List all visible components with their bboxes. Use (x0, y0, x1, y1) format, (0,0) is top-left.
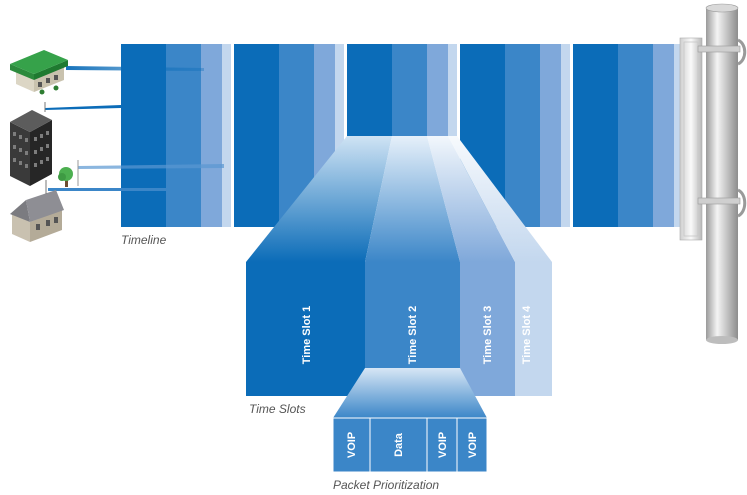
tree-icon (58, 160, 79, 187)
packet-label: VOIP (437, 432, 449, 458)
packet-label: VOIP (467, 432, 479, 458)
timeline-caption: Timeline (121, 233, 167, 247)
packet-label: VOIP (346, 432, 358, 458)
office-building-icon (10, 102, 52, 186)
time-slot-2 (365, 262, 460, 368)
house-icon (10, 180, 64, 242)
packet-prioritization-caption: Packet Prioritization (333, 478, 439, 492)
time-slot-1-label: Time Slot 1 (301, 306, 313, 364)
client-links (45, 66, 224, 191)
time-slots-caption: Time Slots (249, 402, 306, 416)
packet-label: Data (393, 432, 405, 457)
time-slot-4-label: Time Slot 4 (521, 305, 533, 364)
pole-antenna-icon (679, 3, 747, 344)
timeline-frame-expanded (347, 44, 457, 136)
timeline-frame (573, 44, 683, 227)
store-icon (10, 50, 68, 95)
packets: VOIP Data VOIP VOIP (332, 417, 488, 473)
time-slot-4 (515, 262, 552, 396)
packet-expansion-funnel (333, 368, 487, 418)
timeline-frame (121, 44, 231, 227)
time-slot-1 (246, 262, 365, 396)
time-slot-3 (460, 262, 515, 396)
slot-expansion-funnel (246, 136, 552, 262)
time-slots: Time Slot 1 Time Slot 2 Time Slot 3 Time… (246, 262, 552, 396)
time-slot-2-label: Time Slot 2 (407, 306, 419, 364)
time-slot-3-label: Time Slot 3 (482, 306, 494, 364)
